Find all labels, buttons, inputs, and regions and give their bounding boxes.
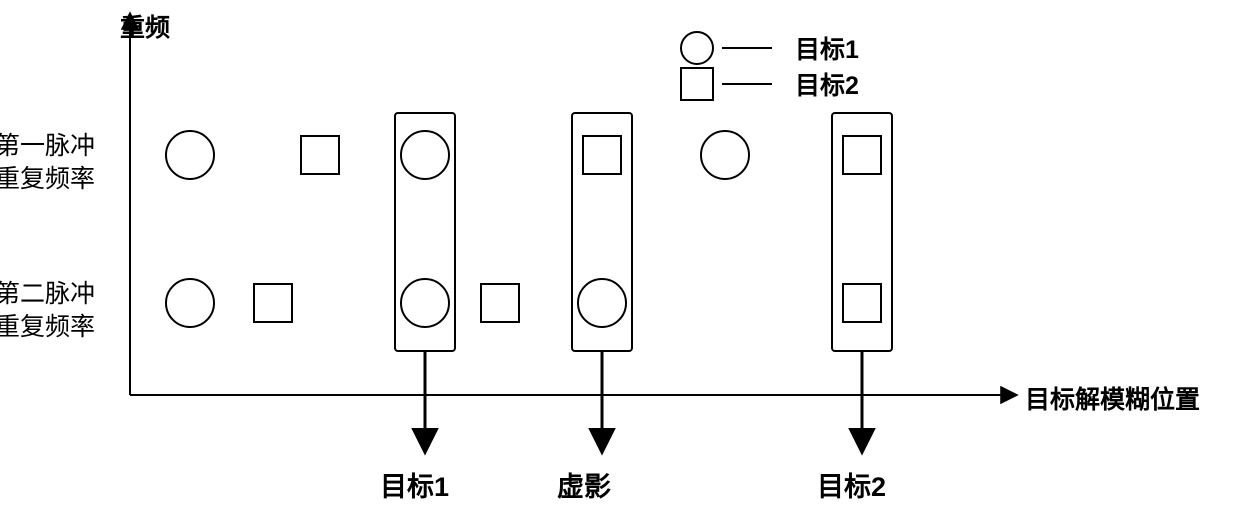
legend-item: 目标1 — [680, 30, 859, 66]
row2-label: 第二脉冲重复频率 — [0, 278, 95, 343]
legend-label: 目标2 — [795, 66, 859, 102]
highlight-box — [571, 112, 633, 352]
legend-connector-line — [722, 47, 772, 49]
circle-marker — [165, 278, 215, 328]
square-marker — [300, 135, 340, 175]
highlight-label: 虚影 — [557, 465, 611, 504]
x-axis-label: 目标解模糊位置 — [1025, 380, 1200, 416]
legend-connector-line — [722, 83, 772, 85]
square-icon — [680, 67, 714, 101]
legend: 目标1目标2 — [680, 30, 859, 102]
square-marker — [253, 283, 293, 323]
circle-icon — [680, 31, 714, 65]
highlight-box — [831, 112, 893, 352]
highlight-box — [394, 112, 456, 352]
highlight-label: 目标2 — [817, 465, 886, 504]
legend-label: 目标1 — [795, 30, 859, 66]
circle-marker — [165, 130, 215, 180]
row1-label: 第一脉冲重复频率 — [0, 130, 95, 195]
legend-item: 目标2 — [680, 66, 859, 102]
square-marker — [480, 283, 520, 323]
y-axis-label: 重频 — [120, 8, 170, 44]
circle-marker — [700, 130, 750, 180]
highlight-label: 目标1 — [380, 465, 449, 504]
